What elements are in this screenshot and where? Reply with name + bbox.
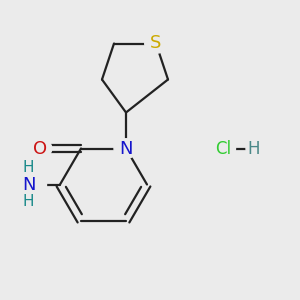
- Text: Cl: Cl: [215, 140, 232, 158]
- Ellipse shape: [246, 140, 261, 157]
- Text: H: H: [247, 140, 260, 158]
- Ellipse shape: [11, 165, 46, 204]
- Text: N: N: [22, 176, 35, 194]
- Text: H: H: [23, 194, 34, 209]
- Text: H: H: [23, 160, 34, 175]
- Text: N: N: [119, 140, 133, 158]
- Text: O: O: [33, 140, 48, 158]
- Ellipse shape: [114, 139, 138, 158]
- Ellipse shape: [145, 34, 167, 53]
- Ellipse shape: [212, 140, 236, 158]
- Ellipse shape: [29, 139, 52, 158]
- Text: S: S: [150, 34, 162, 52]
